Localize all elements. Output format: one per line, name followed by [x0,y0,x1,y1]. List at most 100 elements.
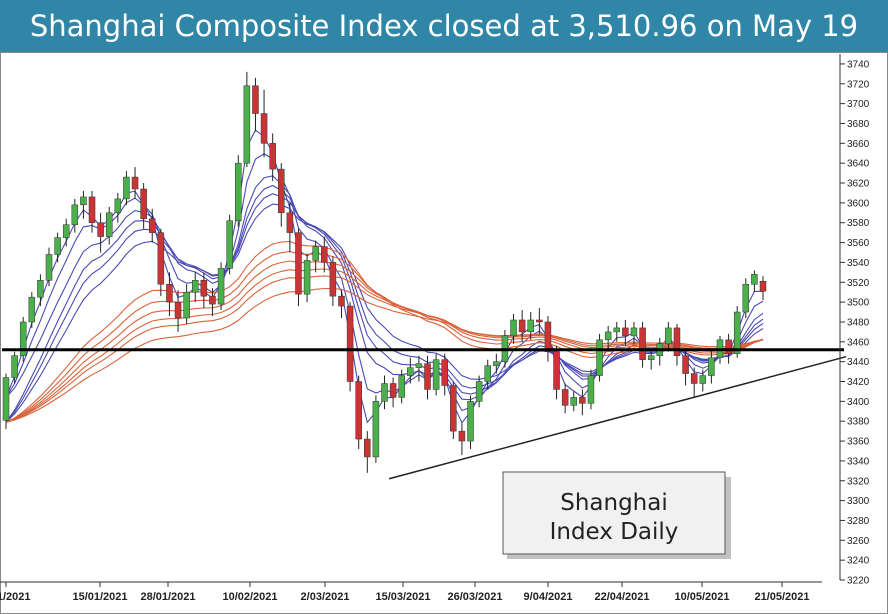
candle-body [209,295,216,305]
candle [493,353,500,374]
candle [570,391,577,412]
y-tick-label: 3540 [847,258,870,269]
legend-box: Shanghai Index Daily [502,471,731,559]
y-tick-label: 3580 [847,218,870,229]
candle [346,302,354,392]
candle-body [329,262,337,297]
candle-body [484,365,491,382]
candle [2,373,10,430]
candle [475,375,483,408]
candle [123,171,130,205]
x-tick-label: 15/01/2021 [72,591,127,603]
y-tick-label: 3300 [847,496,870,507]
candle-body [114,198,122,214]
candle [510,314,517,344]
candle-body [183,291,190,319]
candlestick-chart: 3220 3240 3260 3280 3300 3320 3340 3360 3380 3400… [0,52,888,614]
candle-body [278,168,285,214]
candle-body [260,113,268,144]
candle [209,288,216,317]
candle [286,202,294,253]
trendline [388,355,847,480]
candle-body [751,274,758,285]
candle [561,383,569,414]
candle-body [630,327,638,337]
candle [424,355,431,400]
candle-body [407,367,414,376]
candle [88,190,96,233]
candle-body [105,212,113,237]
candle [226,214,233,275]
candle [131,167,139,199]
candle-body [759,281,767,292]
candle [19,317,27,362]
candle-body [37,280,44,298]
candle [613,321,621,342]
candle-body [295,232,302,295]
candle [28,292,36,328]
candle-body [450,385,457,432]
candle-body [28,296,36,323]
candle-body [252,85,259,114]
candle [166,272,173,317]
candle-body [544,321,552,352]
axes: 3220 3240 3260 3280 3300 3320 3340 3360 3380 3400… [0,54,870,603]
candle-body [346,305,354,382]
candle-body [80,196,87,206]
candle [71,198,79,233]
candle [183,284,190,324]
candle-body [71,204,79,225]
candle [235,155,242,227]
candle [544,316,552,362]
x-tick-label: 15/03/2021 [375,591,430,603]
candle-body [622,327,629,337]
candle-body [166,283,173,303]
candle-body [2,377,10,421]
candle-body [364,438,371,458]
candle [105,206,113,245]
y-tick-label: 3420 [847,377,870,388]
candle [243,71,251,168]
candle [467,395,474,449]
candle [303,254,311,303]
candle-body [518,319,526,333]
long-ma-line [5,268,764,423]
candle-body [536,319,543,323]
y-tick-label: 3320 [847,476,870,487]
candle-body [321,246,328,263]
candle [157,228,165,297]
candle-body [398,375,405,398]
candle-body [570,397,577,406]
y-tick-label: 3460 [847,337,870,348]
x-tick-label: 28/01/2021 [140,591,195,603]
candle-body [131,176,139,190]
candle-body [45,254,53,281]
candle-body [269,143,276,170]
candle [622,319,629,346]
candle-body [123,176,130,200]
candle [114,192,122,223]
chart-title-banner: Shanghai Composite Index closed at 3,510… [0,0,888,52]
candle-body [665,327,672,345]
candle-body [673,327,681,356]
y-tick-label: 3220 [847,576,870,587]
candle [682,349,689,386]
candle [630,321,638,344]
candle [604,325,612,350]
candle-body [475,381,483,402]
y-tick-label: 3380 [847,417,870,428]
candle-body [62,224,70,238]
candle [200,272,208,309]
candle-body [54,237,61,255]
x-tick-label: 22/04/2021 [594,591,649,603]
candle-body [690,373,698,384]
candle-body [415,363,423,368]
candles [2,71,767,473]
x-tick-label: 4/01/2021 [0,591,30,603]
candle [441,353,448,396]
candle-body [424,363,431,390]
candle [140,183,147,229]
candle-body [235,162,242,221]
candle [278,163,285,227]
y-tick-label: 3560 [847,238,870,249]
